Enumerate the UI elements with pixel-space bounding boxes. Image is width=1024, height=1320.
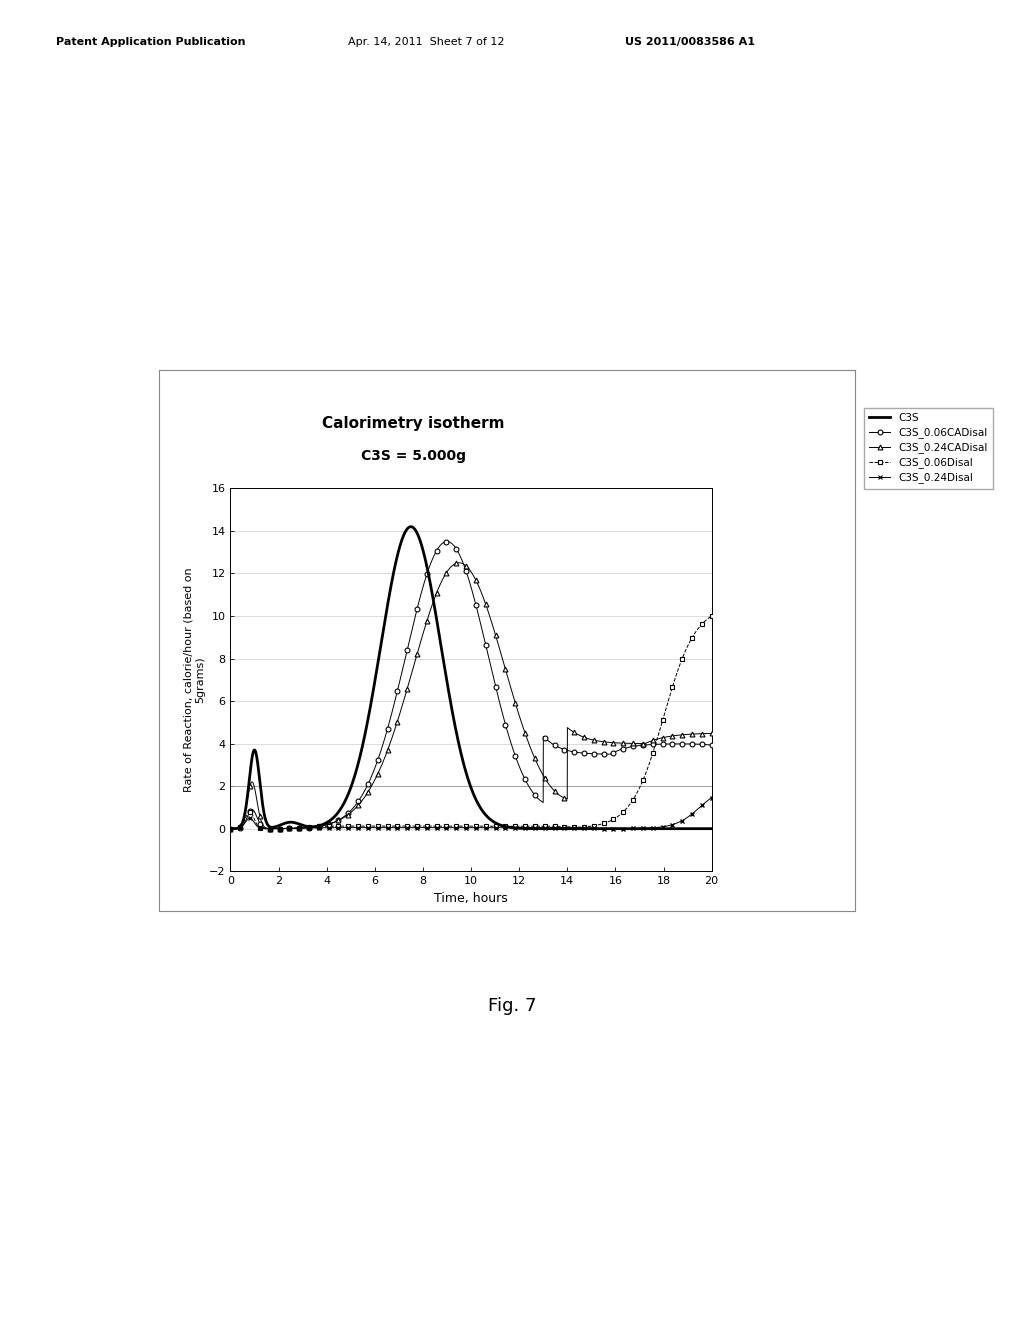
Text: Patent Application Publication: Patent Application Publication [56,37,246,48]
Text: US 2011/0083586 A1: US 2011/0083586 A1 [625,37,755,48]
Text: Apr. 14, 2011  Sheet 7 of 12: Apr. 14, 2011 Sheet 7 of 12 [348,37,505,48]
Text: C3S = 5.000g: C3S = 5.000g [360,449,466,463]
Text: Calorimetry isotherm: Calorimetry isotherm [322,416,505,430]
X-axis label: Time, hours: Time, hours [434,891,508,904]
Text: Fig. 7: Fig. 7 [487,997,537,1015]
Legend: C3S, C3S_0.06CADisal, C3S_0.24CADisal, C3S_0.06Disal, C3S_0.24Disal: C3S, C3S_0.06CADisal, C3S_0.24CADisal, C… [864,408,993,488]
Y-axis label: Rate of Reaction, calorie/hour (based on
5grams): Rate of Reaction, calorie/hour (based on… [183,568,205,792]
